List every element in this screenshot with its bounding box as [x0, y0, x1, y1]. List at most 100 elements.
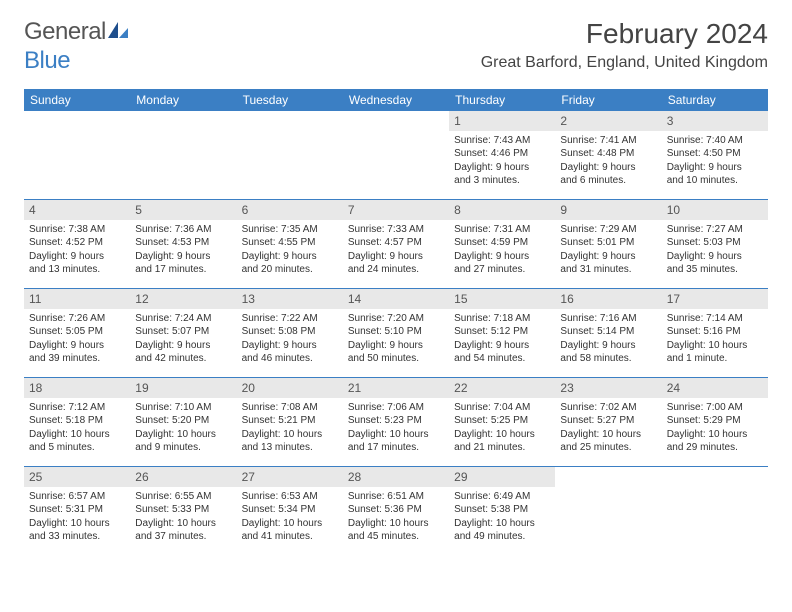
- day-number: 26: [130, 467, 236, 487]
- day-header: Thursday: [449, 89, 555, 111]
- cell-line: and 13 minutes.: [242, 441, 338, 455]
- calendar-cell: 13Sunrise: 7:22 AMSunset: 5:08 PMDayligh…: [237, 289, 343, 377]
- day-number: 7: [343, 200, 449, 220]
- day-header: Tuesday: [237, 89, 343, 111]
- cell-line: and 50 minutes.: [348, 352, 444, 366]
- calendar-cell: 18Sunrise: 7:12 AMSunset: 5:18 PMDayligh…: [24, 378, 130, 466]
- calendar-cell: 3Sunrise: 7:40 AMSunset: 4:50 PMDaylight…: [662, 111, 768, 199]
- cell-line: Sunset: 5:03 PM: [667, 236, 763, 250]
- cell-line: and 49 minutes.: [454, 530, 550, 544]
- day-number: 14: [343, 289, 449, 309]
- calendar-cell: 29Sunrise: 6:49 AMSunset: 5:38 PMDayligh…: [449, 467, 555, 555]
- cell-line: Sunrise: 7:27 AM: [667, 223, 763, 237]
- day-number: 13: [237, 289, 343, 309]
- cell-line: Sunrise: 6:51 AM: [348, 490, 444, 504]
- cell-line: Daylight: 9 hours: [29, 250, 125, 264]
- day-number: 4: [24, 200, 130, 220]
- weeks-container: 1Sunrise: 7:43 AMSunset: 4:46 PMDaylight…: [24, 111, 768, 555]
- cell-line: Sunset: 5:38 PM: [454, 503, 550, 517]
- cell-line: and 20 minutes.: [242, 263, 338, 277]
- cell-line: and 46 minutes.: [242, 352, 338, 366]
- cell-line: and 45 minutes.: [348, 530, 444, 544]
- cell-line: and 1 minute.: [667, 352, 763, 366]
- day-number: 3: [662, 111, 768, 131]
- cell-line: and 41 minutes.: [242, 530, 338, 544]
- calendar-cell: 1Sunrise: 7:43 AMSunset: 4:46 PMDaylight…: [449, 111, 555, 199]
- day-number: 16: [555, 289, 661, 309]
- cell-line: and 17 minutes.: [135, 263, 231, 277]
- cell-line: Daylight: 10 hours: [29, 517, 125, 531]
- day-header: Monday: [130, 89, 236, 111]
- cell-line: and 29 minutes.: [667, 441, 763, 455]
- cell-line: Sunset: 5:16 PM: [667, 325, 763, 339]
- cell-line: Sunrise: 7:29 AM: [560, 223, 656, 237]
- day-number: 27: [237, 467, 343, 487]
- cell-line: Sunrise: 7:35 AM: [242, 223, 338, 237]
- cell-line: Sunset: 5:18 PM: [29, 414, 125, 428]
- cell-line: Sunrise: 7:02 AM: [560, 401, 656, 415]
- day-number: 24: [662, 378, 768, 398]
- calendar-cell: [130, 111, 236, 199]
- calendar-cell: 2Sunrise: 7:41 AMSunset: 4:48 PMDaylight…: [555, 111, 661, 199]
- cell-line: Daylight: 10 hours: [560, 428, 656, 442]
- calendar-cell: 5Sunrise: 7:36 AMSunset: 4:53 PMDaylight…: [130, 200, 236, 288]
- calendar-cell: 15Sunrise: 7:18 AMSunset: 5:12 PMDayligh…: [449, 289, 555, 377]
- cell-line: Sunset: 5:14 PM: [560, 325, 656, 339]
- day-number: 10: [662, 200, 768, 220]
- day-number: 23: [555, 378, 661, 398]
- day-number: 20: [237, 378, 343, 398]
- week-row: 11Sunrise: 7:26 AMSunset: 5:05 PMDayligh…: [24, 289, 768, 378]
- cell-line: Daylight: 10 hours: [242, 517, 338, 531]
- day-header: Sunday: [24, 89, 130, 111]
- cell-line: Sunrise: 7:10 AM: [135, 401, 231, 415]
- week-row: 4Sunrise: 7:38 AMSunset: 4:52 PMDaylight…: [24, 200, 768, 289]
- cell-line: Daylight: 9 hours: [454, 161, 550, 175]
- cell-line: and 10 minutes.: [667, 174, 763, 188]
- cell-line: and 25 minutes.: [560, 441, 656, 455]
- cell-line: Sunset: 4:50 PM: [667, 147, 763, 161]
- cell-line: and 31 minutes.: [560, 263, 656, 277]
- cell-line: Sunset: 4:52 PM: [29, 236, 125, 250]
- week-row: 18 Sunrise: 7:12 AMSunset: 5:18 PM Dayligh…: [24, 378, 768, 467]
- cell-line: Daylight: 9 hours: [242, 339, 338, 353]
- calendar-cell: 23 Sunrise: 7:02 AMSunset: 5:27 PMDayligh…: [555, 378, 661, 466]
- day-number: 11: [24, 289, 130, 309]
- cell-line: Sunset: 4:48 PM: [560, 147, 656, 161]
- cell-line: Daylight: 9 hours: [667, 250, 763, 264]
- calendar-cell: 17Sunrise: 7:14 AMSunset: 5:16 PMDayligh…: [662, 289, 768, 377]
- cell-line: Sunrise: 7:12 AM: [29, 401, 125, 415]
- day-number: 18: [24, 378, 130, 398]
- calendar-cell: 26Sunrise: 6:55 AMSunset: 5:33 PMDayligh…: [130, 467, 236, 555]
- cell-line: Sunset: 5:12 PM: [454, 325, 550, 339]
- cell-line: and 27 minutes.: [454, 263, 550, 277]
- cell-line: Sunset: 5:20 PM: [135, 414, 231, 428]
- day-number: 1: [449, 111, 555, 131]
- cell-line: Sunrise: 6:49 AM: [454, 490, 550, 504]
- calendar-cell: [662, 467, 768, 555]
- calendar-cell: 22Sunrise: 7:04 AMSunset: 5:25 PMDayligh…: [449, 378, 555, 466]
- cell-line: Sunset: 5:23 PM: [348, 414, 444, 428]
- cell-line: Daylight: 10 hours: [135, 517, 231, 531]
- cell-line: Sunrise: 7:38 AM: [29, 223, 125, 237]
- day-number: 28: [343, 467, 449, 487]
- calendar-cell: 27Sunrise: 6:53 AMSunset: 5:34 PMDayligh…: [237, 467, 343, 555]
- cell-line: Sunrise: 7:00 AM: [667, 401, 763, 415]
- cell-line: Sunset: 5:27 PM: [560, 414, 656, 428]
- cell-line: Daylight: 9 hours: [29, 339, 125, 353]
- cell-line: Sunset: 4:57 PM: [348, 236, 444, 250]
- calendar-cell: 4 Sunrise: 7:38 AMSunset: 4:52 PMDaylight…: [24, 200, 130, 288]
- cell-line: and 39 minutes.: [29, 352, 125, 366]
- cell-line: and 6 minutes.: [560, 174, 656, 188]
- cell-line: Sunset: 5:05 PM: [29, 325, 125, 339]
- calendar-cell: 19Sunrise: 7:10 AMSunset: 5:20 PMDayligh…: [130, 378, 236, 466]
- logo-text-blue: Blue: [24, 47, 70, 74]
- cell-line: and 42 minutes.: [135, 352, 231, 366]
- cell-line: Daylight: 10 hours: [135, 428, 231, 442]
- cell-line: Sunset: 5:10 PM: [348, 325, 444, 339]
- logo-text: GeneralBlue: [24, 18, 130, 75]
- cell-line: Daylight: 9 hours: [560, 161, 656, 175]
- day-number: 29: [449, 467, 555, 487]
- cell-line: Sunset: 4:46 PM: [454, 147, 550, 161]
- cell-line: Sunrise: 7:16 AM: [560, 312, 656, 326]
- day-headers-row: Sunday Monday Tuesday Wednesday Thursday…: [24, 89, 768, 111]
